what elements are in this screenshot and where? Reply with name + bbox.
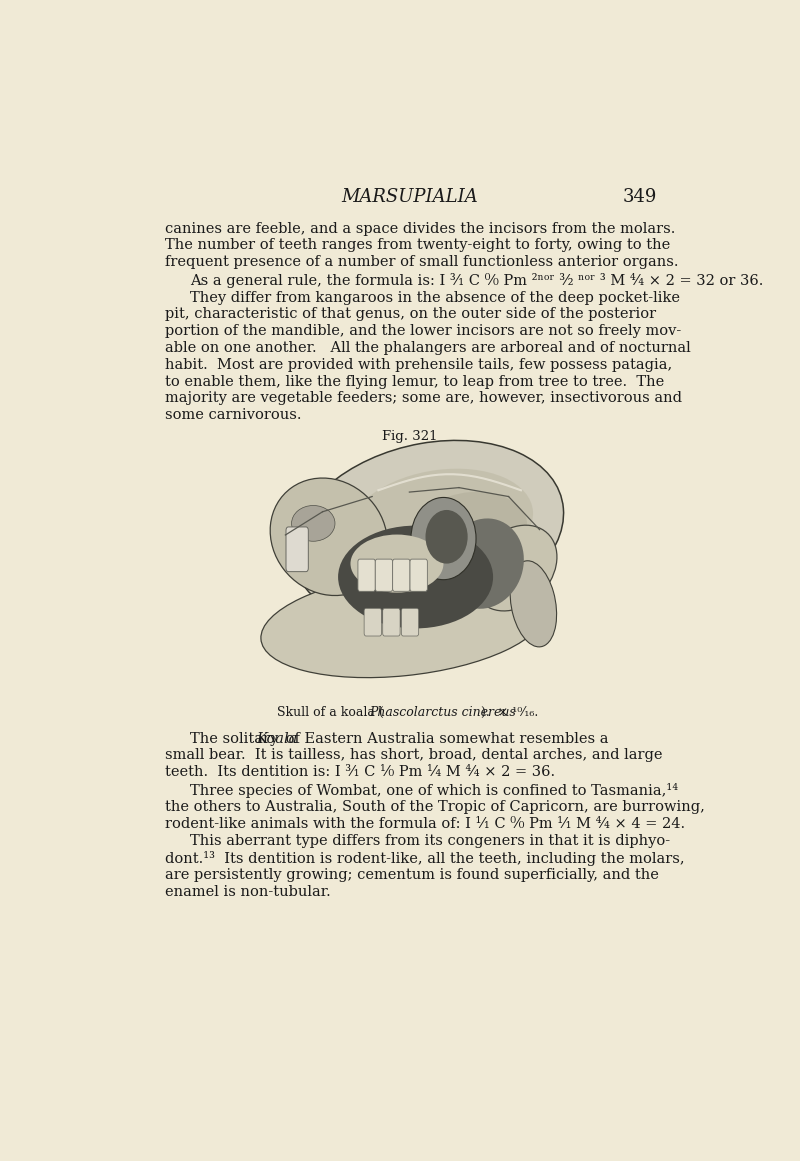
Text: Phascolarctus cinereus: Phascolarctus cinereus	[369, 706, 515, 719]
Ellipse shape	[292, 440, 563, 625]
Ellipse shape	[261, 571, 546, 678]
Text: MARSUPIALIA: MARSUPIALIA	[341, 188, 478, 205]
Ellipse shape	[416, 492, 527, 564]
FancyBboxPatch shape	[410, 560, 427, 591]
Text: As a general rule, the formula is: I ³⁄₁ C ⁰⁄₀ Pm ²ⁿᵒʳ ³⁄₂ ⁿᵒʳ ³ M ⁴⁄₄ × 2 = 32 : As a general rule, the formula is: I ³⁄₁…	[190, 273, 763, 288]
Text: habit.  Most are provided with prehensile tails, few possess patagia,: habit. Most are provided with prehensile…	[165, 358, 672, 372]
FancyBboxPatch shape	[402, 608, 418, 636]
Text: ).  × ¹⁰⁄₁₆.: ). × ¹⁰⁄₁₆.	[481, 706, 538, 719]
Ellipse shape	[338, 526, 493, 628]
Text: The number of teeth ranges from twenty-eight to forty, owing to the: The number of teeth ranges from twenty-e…	[165, 238, 670, 252]
Text: Skull of a koala (: Skull of a koala (	[277, 706, 384, 719]
Text: This aberrant type differs from its congeners in that it is diphyo-: This aberrant type differs from its cong…	[190, 835, 670, 849]
FancyBboxPatch shape	[375, 560, 393, 591]
Text: of Eastern Australia somewhat resembles a: of Eastern Australia somewhat resembles …	[282, 731, 609, 745]
Text: The solitary: The solitary	[190, 731, 282, 745]
Text: They differ from kangaroos in the absence of the deep pocket-like: They differ from kangaroos in the absenc…	[190, 290, 680, 304]
Ellipse shape	[411, 497, 476, 579]
Text: teeth.  Its dentition is: I ³⁄₁ C ¹⁄₀ Pm ¹⁄₄ M ⁴⁄₄ × 2 = 36.: teeth. Its dentition is: I ³⁄₁ C ¹⁄₀ Pm …	[165, 765, 555, 779]
Text: pit, characteristic of that genus, on the outer side of the posterior: pit, characteristic of that genus, on th…	[165, 308, 656, 322]
FancyBboxPatch shape	[382, 608, 400, 636]
Text: Fig. 321: Fig. 321	[382, 430, 437, 442]
Text: Koala: Koala	[256, 731, 298, 745]
Text: frequent presence of a number of small functionless anterior organs.: frequent presence of a number of small f…	[165, 255, 678, 269]
Text: 349: 349	[622, 188, 657, 205]
Text: some carnivorous.: some carnivorous.	[165, 409, 302, 423]
Text: are persistently growing; cementum is found superficially, and the: are persistently growing; cementum is fo…	[165, 867, 659, 882]
FancyBboxPatch shape	[393, 560, 410, 591]
Text: the others to Australia, South of the Tropic of Capricorn, are burrowing,: the others to Australia, South of the Tr…	[165, 800, 705, 814]
FancyBboxPatch shape	[364, 608, 382, 636]
FancyBboxPatch shape	[286, 527, 308, 571]
Text: to enable them, like the flying lemur, to leap from tree to tree.  The: to enable them, like the flying lemur, t…	[165, 375, 664, 389]
Ellipse shape	[348, 469, 533, 578]
Text: able on one another.   All the phalangers are arboreal and of nocturnal: able on one another. All the phalangers …	[165, 341, 691, 355]
Ellipse shape	[444, 519, 524, 608]
Text: Three species of Wombat, one of which is confined to Tasmania,¹⁴: Three species of Wombat, one of which is…	[190, 783, 678, 798]
Text: portion of the mandible, and the lower incisors are not so freely mov-: portion of the mandible, and the lower i…	[165, 324, 682, 338]
Ellipse shape	[270, 478, 387, 596]
Text: enamel is non-tubular.: enamel is non-tubular.	[165, 885, 331, 899]
Text: canines are feeble, and a space divides the incisors from the molars.: canines are feeble, and a space divides …	[165, 222, 675, 236]
FancyBboxPatch shape	[358, 560, 375, 591]
Ellipse shape	[510, 561, 557, 647]
Text: dont.¹³  Its dentition is rodent-like, all the teeth, including the molars,: dont.¹³ Its dentition is rodent-like, al…	[165, 851, 685, 866]
Ellipse shape	[350, 534, 443, 592]
Text: small bear.  It is tailless, has short, broad, dental arches, and large: small bear. It is tailless, has short, b…	[165, 749, 662, 763]
Text: majority are vegetable feeders; some are, however, insectivorous and: majority are vegetable feeders; some are…	[165, 391, 682, 405]
Ellipse shape	[291, 505, 335, 541]
Ellipse shape	[426, 510, 468, 563]
Text: rodent-like animals with the formula of: I ¹⁄₁ C ⁰⁄₀ Pm ¹⁄₁ M ⁴⁄₄ × 4 = 24.: rodent-like animals with the formula of:…	[165, 816, 686, 830]
Ellipse shape	[473, 525, 557, 611]
